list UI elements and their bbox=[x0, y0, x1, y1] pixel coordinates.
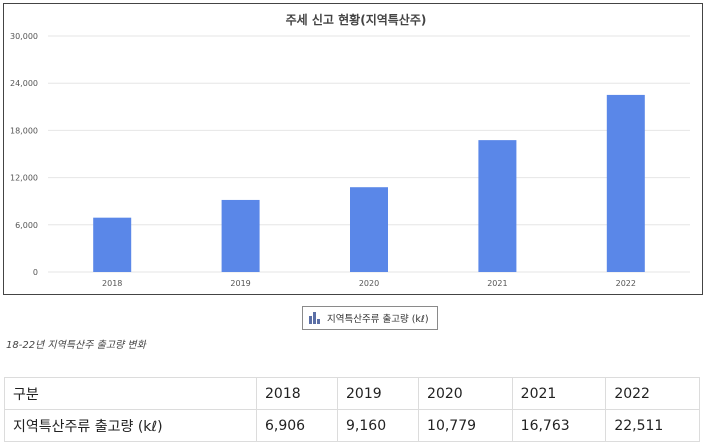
y-tick-label: 18,000 bbox=[10, 126, 38, 135]
data-table: 구분 2018 2019 2020 2021 2022 지역특산주류 출고량 (… bbox=[4, 377, 700, 442]
y-tick-label: 30,000 bbox=[10, 32, 38, 41]
y-tick-label: 24,000 bbox=[10, 79, 38, 88]
x-tick-label: 2021 bbox=[487, 279, 507, 288]
bar[interactable] bbox=[478, 140, 517, 272]
bar[interactable] bbox=[221, 199, 260, 272]
bar[interactable] bbox=[350, 187, 388, 272]
table-cell: 16,763 bbox=[511, 409, 607, 442]
bar-chart-icon bbox=[309, 312, 321, 324]
x-tick-label: 2019 bbox=[230, 279, 250, 288]
x-tick-label: 2018 bbox=[102, 279, 122, 288]
bar[interactable] bbox=[93, 217, 132, 272]
bar[interactable] bbox=[606, 94, 645, 272]
legend-label: 지역특산주류 출고량 (kℓ) bbox=[327, 314, 429, 325]
table-header-row: 구분 2018 2019 2020 2021 2022 bbox=[4, 377, 700, 410]
chart-title: 주세 신고 현황(지역특산주) bbox=[286, 12, 427, 27]
y-tick-label: 12,000 bbox=[10, 174, 38, 183]
x-tick-label: 2022 bbox=[616, 279, 636, 288]
table-row: 지역특산주류 출고량 (kℓ) 6,906 9,160 10,779 16,76… bbox=[4, 409, 700, 442]
table-cell: 10,779 bbox=[418, 409, 513, 442]
table-header-cell: 구분 bbox=[4, 377, 257, 410]
x-tick-label: 2020 bbox=[359, 279, 379, 288]
chart-caption: 18-22년 지역특산주 출고량 변화 bbox=[6, 340, 146, 351]
table-cell: 9,160 bbox=[337, 409, 420, 442]
bar-chart: 주세 신고 현황(지역특산주) 0 6,000 12,000 18,000 24,000… bbox=[10, 12, 690, 288]
table-header-cell: 2021 bbox=[511, 377, 607, 410]
table-header-cell: 2018 bbox=[255, 377, 339, 410]
table-cell: 22,511 bbox=[605, 409, 700, 442]
chart-frame: 주세 신고 현황(지역특산주) 0 6,000 12,000 18,000 24,000… bbox=[3, 3, 703, 295]
table-header-cell: 2020 bbox=[418, 377, 513, 410]
y-tick-label: 6,000 bbox=[15, 221, 38, 230]
table-cell: 6,906 bbox=[255, 409, 339, 442]
table-header-cell: 2019 bbox=[337, 377, 420, 410]
legend[interactable]: 지역특산주류 출고량 (kℓ) bbox=[302, 306, 438, 330]
y-tick-label: 0 bbox=[33, 268, 38, 277]
table-header-cell: 2022 bbox=[605, 377, 700, 410]
table-cell: 지역특산주류 출고량 (kℓ) bbox=[4, 409, 257, 442]
